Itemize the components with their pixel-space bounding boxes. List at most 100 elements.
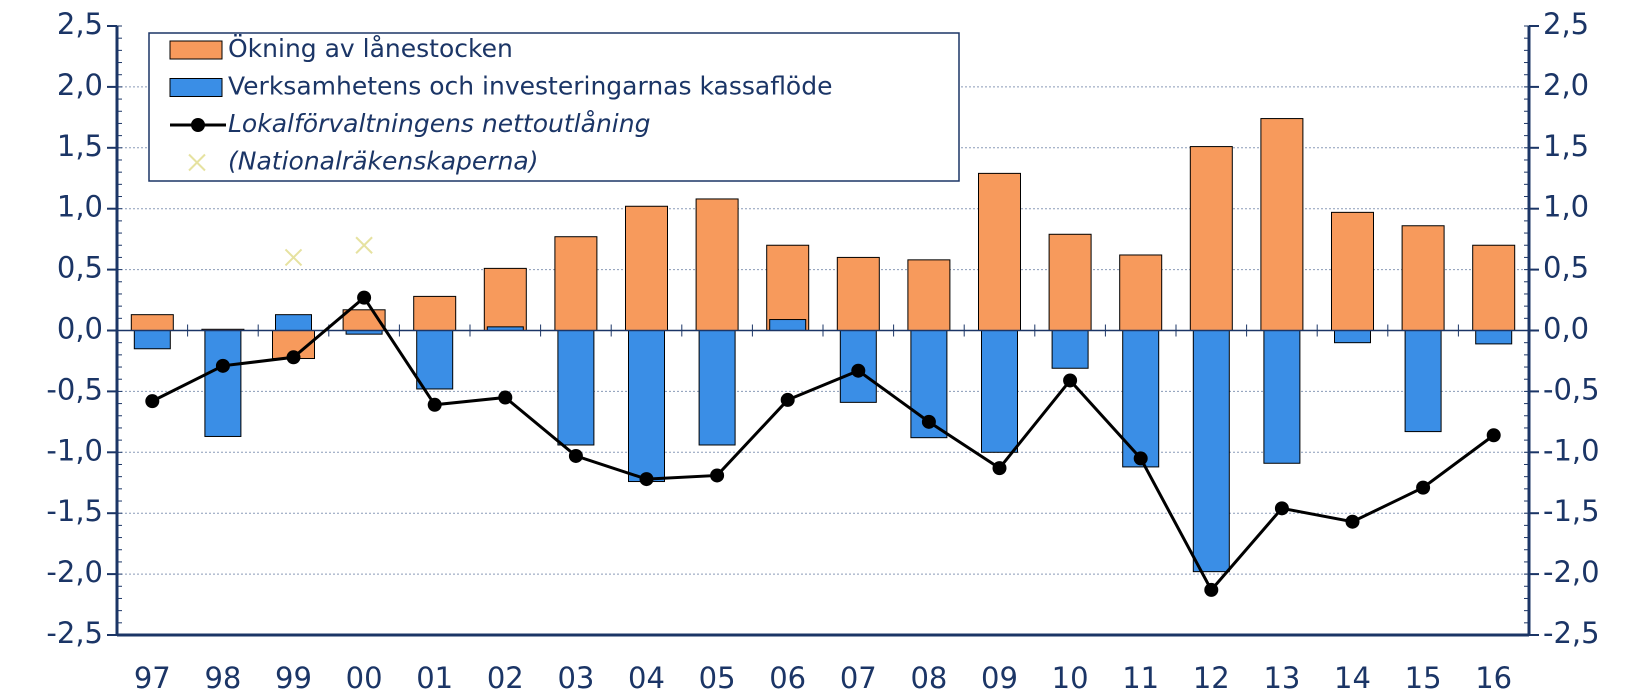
bar [695, 198, 739, 331]
point [427, 397, 442, 412]
y2-tick-label: 1,0 [1543, 190, 1589, 224]
bar [836, 256, 880, 332]
bar [1401, 225, 1445, 331]
legend: Ökning av lånestocken Verksamhetens och i… [148, 32, 960, 182]
bar [557, 330, 595, 446]
bar [1260, 118, 1304, 332]
bar [130, 314, 174, 331]
y-tick-label: -2,5 [46, 616, 103, 650]
bar [981, 330, 1018, 453]
point [1345, 514, 1360, 529]
bar [1263, 330, 1301, 464]
x-tick-label: 08 [910, 661, 947, 695]
bar [1192, 330, 1230, 573]
y-tick-label: -0,5 [46, 372, 103, 406]
point [780, 392, 795, 407]
y2-tick-label: 2,5 [1543, 7, 1589, 41]
y-tick-label: 0,0 [57, 312, 103, 346]
y2-tick-label: 2,0 [1543, 68, 1589, 102]
point [215, 358, 230, 373]
bar [625, 205, 668, 332]
bar [769, 319, 807, 331]
y2-tick-label: 0,5 [1543, 251, 1589, 285]
bar [483, 267, 527, 331]
point [992, 461, 1007, 476]
x-tick-label: 09 [981, 661, 1018, 695]
x-tick-label: 13 [1263, 661, 1300, 695]
x-tick-label: 00 [346, 661, 383, 695]
bar [978, 172, 1021, 331]
y2-tick-label: 0,0 [1543, 312, 1589, 346]
y-tick-label: 2,5 [57, 7, 103, 41]
y2-tick-label: 1,5 [1543, 129, 1589, 163]
bar [1331, 211, 1374, 331]
x-tick-label: 15 [1405, 661, 1442, 695]
x-tick-label: 11 [1122, 661, 1159, 695]
x-tick-label: 07 [840, 661, 877, 695]
legend-swatch [169, 40, 223, 60]
x-tick-label: 06 [769, 661, 806, 695]
x-marker [284, 248, 303, 267]
bar [628, 330, 665, 483]
point [1416, 480, 1431, 495]
x-tick-label: 03 [557, 661, 594, 695]
y-tick-label: 1,0 [57, 190, 103, 224]
y2-tick-label: -1,5 [1543, 494, 1600, 528]
y-tick-label: -1,5 [46, 494, 103, 528]
legend-label: Ökning av lånestocken [228, 34, 513, 63]
y-tick-label: 1,5 [57, 129, 103, 163]
x-tick-label: 99 [275, 661, 312, 695]
x-marker [355, 236, 373, 254]
point [498, 390, 513, 405]
point [1486, 428, 1501, 443]
bar [1472, 244, 1516, 332]
bar [275, 314, 312, 331]
x-tick-label: 98 [204, 661, 241, 695]
point [1133, 451, 1148, 466]
legend-marker [188, 153, 206, 172]
y2-tick-label: -2,0 [1543, 555, 1600, 589]
point [568, 448, 583, 463]
point [710, 468, 725, 483]
point [921, 414, 936, 429]
bar [698, 330, 736, 446]
bar [907, 259, 951, 331]
bar [133, 330, 171, 350]
x-tick-label: 05 [699, 661, 736, 695]
point [851, 363, 866, 378]
legend-box [148, 32, 960, 182]
y2-tick-label: -0,5 [1543, 372, 1600, 406]
y-tick-label: -2,0 [46, 555, 103, 589]
point [145, 394, 160, 409]
y-tick-label: 0,5 [57, 251, 103, 285]
y-tick-label: 2,0 [57, 68, 103, 102]
x-tick-label: 12 [1193, 661, 1230, 695]
bar [766, 244, 810, 332]
legend-point [191, 118, 205, 132]
x-tick-label: 01 [416, 661, 453, 695]
bar [413, 295, 457, 331]
x-tick-label: 10 [1052, 661, 1089, 695]
bar [1404, 330, 1442, 433]
x-tick-label: 97 [134, 661, 171, 695]
y-tick-label: -1,0 [46, 433, 103, 467]
bar [1051, 330, 1089, 369]
bar [204, 330, 242, 437]
bar [1119, 254, 1163, 331]
legend-label: Lokalförvaltningens nettoutlåning [228, 109, 650, 138]
line [151, 295, 1495, 593]
x-tick-label: 04 [628, 661, 665, 695]
point [639, 472, 654, 487]
y2-tick-label: -2,5 [1543, 616, 1600, 650]
y2-tick-label: -1,0 [1543, 433, 1600, 467]
x-tick-label: 14 [1334, 661, 1371, 695]
x-tick-label: 16 [1475, 661, 1512, 695]
point [1274, 501, 1289, 516]
bar [1475, 330, 1513, 345]
bar [1189, 146, 1233, 331]
bar [1334, 330, 1371, 344]
legend-label: (Nationalräkenskaperna) [228, 147, 539, 176]
point [286, 350, 301, 365]
point [357, 290, 372, 305]
